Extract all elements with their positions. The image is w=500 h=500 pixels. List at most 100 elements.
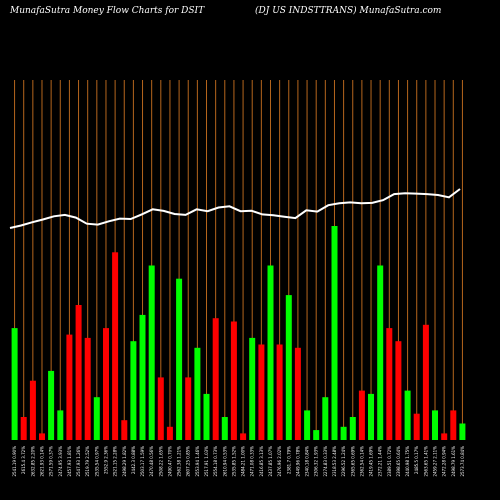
money-flow-bar: [148, 265, 155, 440]
money-flow-bar: [29, 380, 36, 440]
money-flow-bar: [240, 433, 247, 440]
money-flow-bar: [48, 370, 55, 440]
money-flow-bar: [249, 337, 256, 440]
money-flow-bar: [358, 390, 365, 440]
x-tick-label: 2419.45 1.69%: [369, 446, 374, 477]
x-tick-label: 2498.79 1.61%: [451, 446, 456, 477]
x-tick-label: 2470.48 0.56%: [149, 446, 154, 477]
x-tick-label: 2474.95 3.93%: [58, 446, 63, 477]
x-tick-label: 2498.29 1.82%: [122, 446, 127, 477]
x-tick-label: 2547.93 1.26%: [76, 446, 81, 477]
vertical-grid: [14, 80, 463, 440]
money-flow-bar: [432, 410, 438, 440]
x-tick-label: 2521.15 2.28%: [113, 446, 118, 477]
money-flow-bar: [294, 347, 301, 440]
money-flow-bar: [11, 328, 18, 440]
money-flow-bar: [185, 377, 192, 440]
money-flow-bar: [203, 393, 210, 440]
x-tick-label: 2484.21 1.00%: [241, 446, 246, 477]
money-flow-bar: [276, 344, 283, 440]
money-flow-bar: [404, 390, 411, 440]
money-flow-bar: [93, 397, 100, 440]
money-flow-bar: [166, 426, 173, 440]
x-tick-label: 2457.93 1.81%: [67, 446, 72, 477]
x-tick-label: 2340.18 0.84%: [305, 446, 310, 477]
money-flow-bar: [313, 430, 320, 440]
money-flow-bar: [422, 324, 429, 440]
x-tick-label: 2508.22 1.65%: [158, 446, 163, 477]
x-tick-label: 2381.7 0.79%: [286, 446, 291, 474]
money-flow-bars: [11, 226, 466, 440]
money-flow-bar: [413, 413, 420, 440]
x-tick-label: 2437.85 1.07%: [268, 446, 273, 477]
x-tick-label: 2440.98 1.75%: [405, 446, 410, 477]
x-tick-label: 2372.21 1.44%: [378, 446, 383, 477]
x-tick-label: 2490.47 0.70%: [167, 446, 172, 477]
price-line: [9, 188, 461, 229]
x-tick-label: 2449.96 0.78%: [295, 446, 300, 477]
x-tick-label: 2398.65 0.64%: [396, 446, 401, 477]
x-tick-label: 2573.74 0.84%: [460, 446, 465, 477]
money-flow-bar: [368, 393, 374, 440]
x-tick-label: 2362.54 0.14%: [359, 446, 364, 477]
money-flow-bar: [139, 314, 146, 440]
money-flow-bar: [39, 433, 45, 440]
x-tick-label: 2365.65 0.69%: [350, 446, 355, 477]
money-flow-bar: [20, 417, 27, 440]
money-flow-bar: [441, 433, 448, 440]
x-tick-label: 2621.93 0.14%: [40, 446, 45, 477]
money-flow-bar: [112, 252, 119, 440]
money-flow-bar: [258, 344, 265, 440]
x-tick-label: 2632.85 2.20%: [30, 446, 35, 477]
x-tick-label: 2472.28 0.94%: [442, 446, 447, 477]
money-flow-bar: [304, 410, 311, 440]
money-flow-bar: [349, 417, 356, 440]
x-tick-label: 2471.08 0.33%: [250, 446, 255, 477]
money-flow-bar: [386, 328, 393, 440]
x-tick-label: 2541.19 0.90%: [12, 446, 17, 477]
money-flow-bar: [450, 410, 457, 440]
money-flow-bar: [75, 305, 82, 440]
x-tick-label: 2535.54 0.97%: [94, 446, 99, 477]
money-flow-bar: [103, 328, 109, 440]
x-tick-label: 2318.53 2.48%: [332, 446, 337, 477]
money-flow-bar: [340, 426, 347, 440]
money-flow-bar: [66, 334, 73, 440]
x-tick-label: 2416.85 3.13%: [259, 446, 264, 477]
x-tick-label: 2563.65 1.41%: [423, 446, 428, 477]
x-tick-label: 2554.18 0.73%: [213, 446, 218, 477]
x-tick-label: 2296.52 1.24%: [341, 446, 346, 477]
x-tick-label: 2553.94 1.46%: [195, 446, 200, 477]
x-tick-label: 2485.5 0.17%: [414, 446, 419, 474]
chart-title: MunafaSutra Money Flow Charts for DSIT: [10, 6, 205, 16]
x-tick-label: 2610.94 0.53%: [222, 446, 227, 477]
money-flow-bar: [459, 423, 466, 440]
money-flow-bar: [322, 397, 329, 440]
x-tick-label: 2306.32 1.93%: [314, 446, 319, 477]
money-flow-bar: [331, 226, 338, 440]
x-tick-label: 2503.17 1.59%: [140, 446, 145, 477]
money-flow-bar: [176, 278, 183, 440]
money-flow-bar: [285, 295, 292, 440]
x-tick-label: 2562.38 1.21%: [177, 446, 182, 477]
money-flow-bar: [221, 417, 228, 440]
x-tick-label: 2607.25 0.85%: [186, 446, 191, 477]
x-tick-label: 2442.3 0.88%: [131, 446, 136, 474]
money-flow-bar: [57, 410, 64, 440]
money-flow-bar: [194, 347, 201, 440]
money-flow-bar: [84, 337, 91, 440]
money-flow-bar: [130, 341, 137, 440]
money-flow-bar: [212, 318, 219, 440]
x-tick-label: 2519.79 2.52%: [85, 446, 90, 477]
x-tick-label: 2389.51 0.72%: [387, 446, 392, 477]
x-tick-label: 2615.4 3.72%: [21, 446, 26, 474]
chart-subtitle: (DJ US INDSTTRANS) MunafaSutra.com: [255, 6, 442, 16]
x-tick-label: 2517.91 1.03%: [204, 446, 209, 477]
money-flow-bar: [377, 265, 384, 440]
money-flow-bar: [267, 265, 274, 440]
x-axis-labels: 2541.19 0.90% 2615.4 3.72% 2632.85 2.20% 26…: [12, 446, 465, 477]
money-flow-bar: [121, 420, 128, 440]
money-flow-bar: [157, 377, 164, 440]
money-flow-bar: [395, 341, 402, 440]
